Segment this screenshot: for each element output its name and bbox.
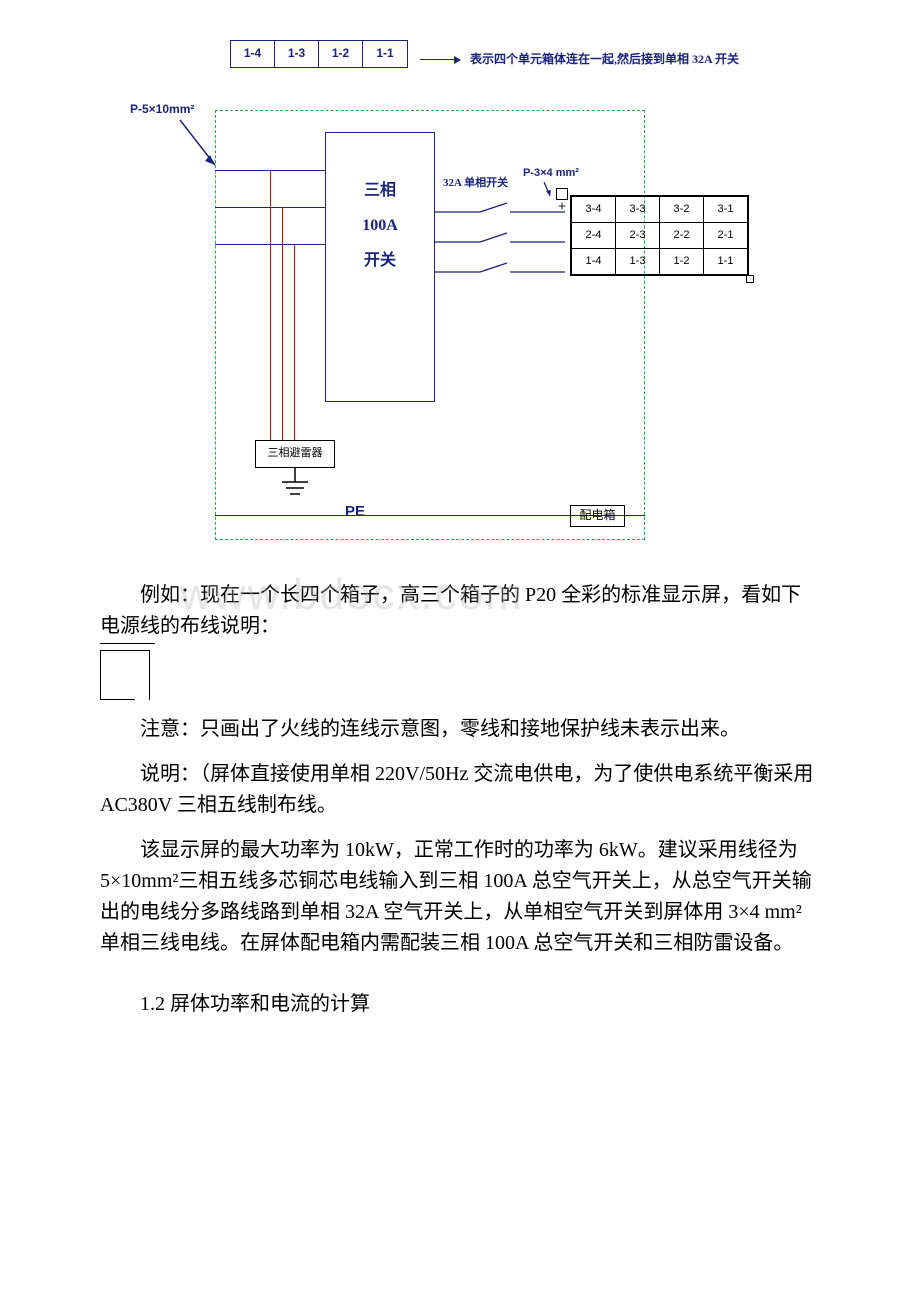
- wiring-diagram: 1-4 1-3 1-2 1-1 表示四个单元箱体连在一起,然后接到单相 32A …: [100, 40, 820, 560]
- output-cable-arrow: [542, 178, 554, 198]
- main-switch-box: 三相 100A 开关: [325, 132, 435, 402]
- contact-3: [435, 260, 480, 280]
- switch-line-2: 100A: [362, 208, 398, 243]
- para-power: 该显示屏的最大功率为 10kW，正常工作时的功率为 6kW。建议采用线径为 5×…: [100, 835, 820, 959]
- grid-2-1: 2-1: [704, 223, 748, 249]
- cell-1-3: 1-3: [275, 41, 319, 67]
- section-heading: 1.2 屏体功率和电流的计算: [100, 989, 820, 1020]
- contact-1: [435, 200, 480, 220]
- grid-2-3: 2-3: [616, 223, 660, 249]
- ground-icon: [280, 468, 310, 503]
- grid-2-4: 2-4: [572, 223, 616, 249]
- top-arrow-note: 表示四个单元箱体连在一起,然后接到单相 32A 开关: [470, 50, 739, 69]
- cell-1-2: 1-2: [319, 41, 363, 67]
- top-unit-cells: 1-4 1-3 1-2 1-1: [230, 40, 408, 68]
- surge-arrester: 三相避雷器: [255, 440, 335, 468]
- cell-1-1: 1-1: [363, 41, 407, 67]
- pe-label: PE: [345, 500, 365, 524]
- empty-box-icon: [100, 650, 150, 700]
- contact-2: [435, 230, 480, 250]
- display-unit-grid: 3-4 3-3 3-2 3-1 2-4 2-3 2-2 2-1 1-4 1-3 …: [570, 195, 749, 276]
- para-note: 注意：只画出了火线的连线示意图，零线和接地保护线未表示出来。: [100, 714, 820, 745]
- grid-3-4: 3-4: [572, 197, 616, 223]
- grid-1-2: 1-2: [660, 249, 704, 275]
- para-example: 例如：现在一个长四个箱子，高三个箱子的 P20 全彩的标准显示屏，看如下电源线的…: [100, 580, 820, 642]
- output-switch-label: 32A 单相开关: [443, 175, 508, 193]
- cell-1-4: 1-4: [231, 41, 275, 67]
- grid-1-1: 1-1: [704, 249, 748, 275]
- para-explain: 说明：（屏体直接使用单相 220V/50Hz 交流电供电，为了使供电系统平衡采用…: [100, 759, 820, 821]
- junction-marker: [556, 188, 568, 200]
- grid-3-1: 3-1: [704, 197, 748, 223]
- grid-3-2: 3-2: [660, 197, 704, 223]
- grid-3-3: 3-3: [616, 197, 660, 223]
- switch-line-3: 开关: [364, 243, 396, 278]
- grid-corner-marker: [746, 275, 754, 283]
- distribution-box-label: 配电箱: [570, 505, 625, 527]
- input-arrow: [170, 115, 220, 175]
- top-arrow: 表示四个单元箱体连在一起,然后接到单相 32A 开关: [420, 50, 739, 69]
- grid-1-3: 1-3: [616, 249, 660, 275]
- switch-line-1: 三相: [364, 173, 396, 208]
- grid-1-4: 1-4: [572, 249, 616, 275]
- grid-2-2: 2-2: [660, 223, 704, 249]
